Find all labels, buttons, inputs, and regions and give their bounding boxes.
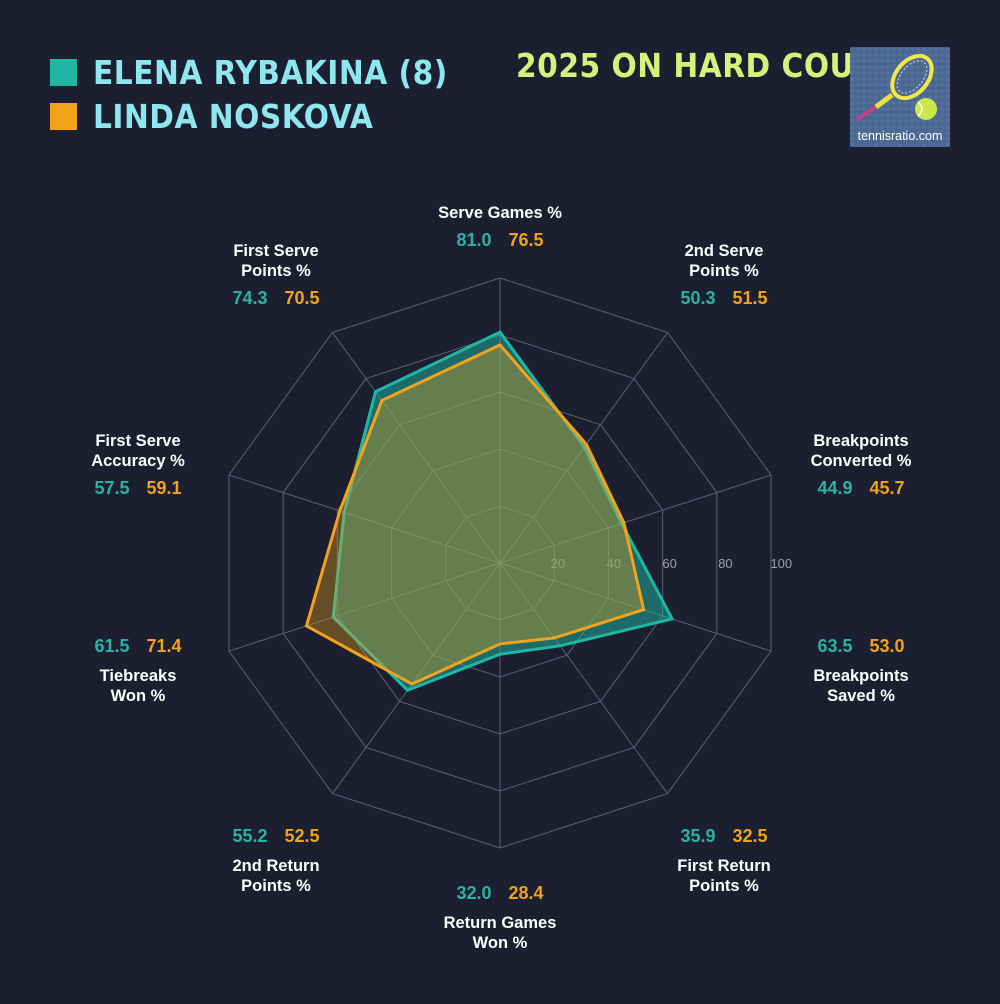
axis-label-3-line-1: Saved % [827,687,895,705]
axis-label-5-line-0: Return Games [444,914,557,932]
axis-label-6-line-1: Points % [241,877,311,895]
tennisratio-logo: tennisratio.com [850,47,950,147]
axis-label-5-line-1: Won % [473,934,528,952]
logo-text: tennisratio.com [857,129,943,143]
value-label-4-series-0: 35.9 [680,826,715,846]
axis-label-4-line-1: Points % [689,877,759,895]
legend-swatch-rybakina [50,58,77,86]
value-label-9-series-0: 74.3 [232,288,267,308]
axis-label-6-line-0: 2nd Return [232,857,319,875]
legend-label-rybakina: ELENA RYBAKINA (8) [93,52,448,92]
axis-label-9-line-0: First Serve [233,242,318,260]
value-label-5-series-0: 32.0 [456,883,491,903]
axis-label-1-line-1: Points % [689,262,759,280]
axis-label-1-line-0: 2nd Serve [685,242,764,260]
value-label-7-series-0: 61.5 [94,636,129,656]
value-label-8-series-1: 59.1 [146,478,181,498]
axis-label-9-line-1: Points % [241,262,311,280]
value-label-0-series-1: 76.5 [508,230,543,250]
legend-swatch-noskova [50,102,77,130]
legend-item-noskova: LINDA NOSKOVA [50,94,448,138]
value-label-2-series-1: 45.7 [869,478,904,498]
axis-label-8-line-1: Accuracy % [91,452,185,470]
value-label-3-series-1: 53.0 [869,636,904,656]
value-label-8-series-0: 57.5 [94,478,129,498]
series-area-1 [304,343,646,686]
axis-label-3-line-0: Breakpoints [813,667,908,685]
legend: ELENA RYBAKINA (8) LINDA NOSKOVA [50,50,448,138]
axis-label-0-line-0: Serve Games % [438,204,562,222]
axis-label-7-line-0: Tiebreaks [100,667,177,685]
legend-label-noskova: LINDA NOSKOVA [93,96,374,136]
value-label-1-series-1: 51.5 [732,288,767,308]
legend-item-rybakina: ELENA RYBAKINA (8) [50,50,448,94]
value-label-6-series-1: 52.5 [284,826,319,846]
axis-label-7-line-1: Won % [111,687,166,705]
racket-ball-icon [850,47,950,147]
tick-label-60: 60 [662,556,676,571]
axis-label-2-line-0: Breakpoints [813,432,908,450]
value-label-4-series-1: 32.5 [732,826,767,846]
value-label-3-series-0: 63.5 [817,636,852,656]
axis-label-4-line-0: First Return [677,857,771,875]
tick-label-80: 80 [718,556,732,571]
tick-label-100: 100 [770,556,792,571]
value-label-2-series-0: 44.9 [817,478,852,498]
value-label-0-series-0: 81.0 [456,230,491,250]
value-label-5-series-1: 28.4 [508,883,543,903]
axis-label-8-line-0: First Serve [95,432,180,450]
value-label-9-series-1: 70.5 [284,288,319,308]
value-label-1-series-0: 50.3 [680,288,715,308]
axis-label-2-line-1: Converted % [811,452,912,470]
value-label-7-series-1: 71.4 [146,636,181,656]
value-label-6-series-0: 55.2 [232,826,267,846]
